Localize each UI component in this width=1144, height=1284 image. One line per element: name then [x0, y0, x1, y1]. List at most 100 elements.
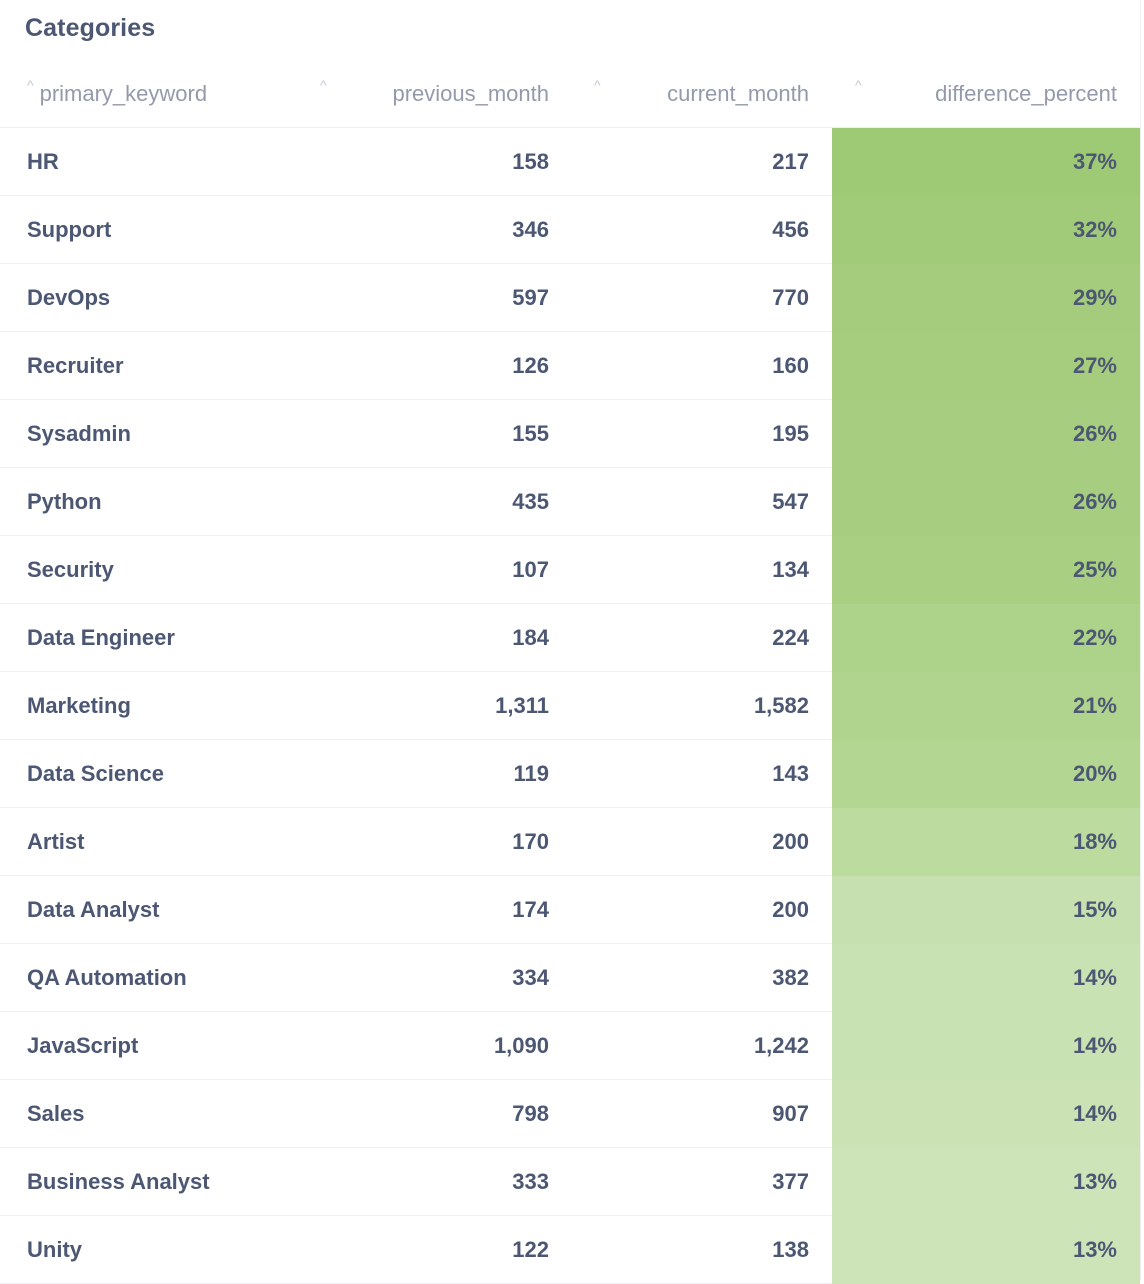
- difference-percent-cell: 20%: [832, 740, 1140, 808]
- caret-up-icon: ^: [855, 76, 862, 93]
- current-month-cell: 377: [772, 1168, 809, 1194]
- difference-percent-cell: 18%: [832, 808, 1140, 876]
- primary-keyword-cell: Python: [27, 488, 102, 514]
- table-row: Data Engineer 184 224 22%: [0, 604, 1140, 672]
- previous-month-cell: 334: [512, 964, 549, 990]
- table-row: Sales 798 907 14%: [0, 1080, 1140, 1148]
- table-row: Data Analyst 174 200 15%: [0, 876, 1140, 944]
- previous-month-cell: 158: [512, 148, 549, 174]
- previous-month-cell: 435: [512, 488, 549, 514]
- difference-percent-cell: 15%: [832, 876, 1140, 944]
- table-body: HR 158 217 37% Support 346 456 32% DevOp…: [0, 128, 1140, 1284]
- current-month-cell: 547: [772, 488, 809, 514]
- current-month-cell: 456: [772, 216, 809, 242]
- primary-keyword-cell: Unity: [27, 1236, 82, 1262]
- table-row: DevOps 597 770 29%: [0, 264, 1140, 332]
- card-title: Categories: [25, 14, 156, 42]
- primary-keyword-cell: Security: [27, 556, 114, 582]
- current-month-cell: 907: [772, 1100, 809, 1126]
- difference-percent-cell: 26%: [832, 400, 1140, 468]
- current-month-cell: 143: [772, 760, 809, 786]
- current-month-cell: 160: [772, 352, 809, 378]
- table-row: Python 435 547 26%: [0, 468, 1140, 536]
- previous-month-cell: 346: [512, 216, 549, 242]
- difference-percent-cell: 21%: [832, 672, 1140, 740]
- previous-month-cell: 174: [512, 896, 549, 922]
- difference-percent-cell: 22%: [832, 604, 1140, 672]
- primary-keyword-cell: Data Engineer: [27, 624, 175, 650]
- primary-keyword-cell: Support: [27, 216, 112, 242]
- table-row: Marketing 1,311 1,582 21%: [0, 672, 1140, 740]
- primary-keyword-cell: QA Automation: [27, 964, 187, 990]
- table-header-row: ^ primary_keyword ^ previous_month ^ cur…: [0, 60, 1140, 128]
- primary-keyword-cell: Business Analyst: [27, 1168, 210, 1194]
- caret-up-icon: ^: [594, 76, 601, 93]
- difference-percent-cell: 26%: [832, 468, 1140, 536]
- previous-month-cell: 122: [512, 1236, 549, 1262]
- table-row: Security 107 134 25%: [0, 536, 1140, 604]
- difference-percent-cell: 14%: [832, 1080, 1140, 1148]
- current-month-cell: 195: [772, 420, 809, 446]
- column-header-previous-month[interactable]: ^ previous_month: [320, 60, 549, 127]
- primary-keyword-cell: HR: [27, 148, 59, 174]
- primary-keyword-cell: JavaScript: [27, 1032, 139, 1058]
- primary-keyword-cell: Sales: [27, 1100, 85, 1126]
- table-row: Unity 122 138 13%: [0, 1216, 1140, 1284]
- table-row: Sysadmin 155 195 26%: [0, 400, 1140, 468]
- column-header-label: primary_keyword: [39, 80, 208, 106]
- current-month-cell: 134: [772, 556, 809, 582]
- table-row: Business Analyst 333 377 13%: [0, 1148, 1140, 1216]
- current-month-cell: 200: [772, 896, 809, 922]
- primary-keyword-cell: Data Analyst: [27, 896, 160, 922]
- previous-month-cell: 126: [512, 352, 549, 378]
- column-header-difference-percent[interactable]: ^ difference_percent: [855, 60, 1117, 127]
- table-row: HR 158 217 37%: [0, 128, 1140, 196]
- table-row: Support 346 456 32%: [0, 196, 1140, 264]
- primary-keyword-cell: Artist: [27, 828, 85, 854]
- previous-month-cell: 119: [513, 760, 550, 786]
- current-month-cell: 1,582: [753, 692, 809, 718]
- previous-month-cell: 184: [512, 624, 549, 650]
- primary-keyword-cell: Marketing: [27, 692, 131, 718]
- previous-month-cell: 1,311: [495, 692, 549, 718]
- current-month-cell: 224: [772, 624, 809, 650]
- primary-keyword-cell: Data Science: [27, 760, 164, 786]
- previous-month-cell: 333: [512, 1168, 549, 1194]
- primary-keyword-cell: Sysadmin: [27, 420, 131, 446]
- current-month-cell: 200: [772, 828, 809, 854]
- caret-up-icon: ^: [320, 76, 327, 93]
- difference-percent-cell: 14%: [832, 1012, 1140, 1080]
- previous-month-cell: 155: [512, 420, 549, 446]
- primary-keyword-cell: DevOps: [27, 284, 111, 310]
- difference-percent-cell: 37%: [832, 128, 1140, 196]
- difference-percent-cell: 13%: [832, 1148, 1140, 1216]
- current-month-cell: 1,242: [753, 1032, 809, 1058]
- previous-month-cell: 1,090: [493, 1032, 549, 1058]
- current-month-cell: 770: [772, 284, 809, 310]
- column-header-primary-keyword[interactable]: ^ primary_keyword: [27, 60, 207, 127]
- column-header-label: difference_percent: [935, 80, 1117, 106]
- difference-percent-cell: 29%: [832, 264, 1140, 332]
- difference-percent-cell: 14%: [832, 944, 1140, 1012]
- caret-up-icon: ^: [27, 76, 34, 93]
- column-header-label: previous_month: [392, 80, 549, 106]
- previous-month-cell: 107: [512, 556, 549, 582]
- current-month-cell: 382: [772, 964, 809, 990]
- data-table: ^ primary_keyword ^ previous_month ^ cur…: [0, 60, 1140, 1284]
- previous-month-cell: 798: [512, 1100, 549, 1126]
- table-row: QA Automation 334 382 14%: [0, 944, 1140, 1012]
- table-row: Recruiter 126 160 27%: [0, 332, 1140, 400]
- difference-percent-cell: 32%: [832, 196, 1140, 264]
- column-header-current-month[interactable]: ^ current_month: [594, 60, 809, 127]
- table-row: JavaScript 1,090 1,242 14%: [0, 1012, 1140, 1080]
- difference-percent-cell: 13%: [832, 1216, 1140, 1284]
- previous-month-cell: 597: [512, 284, 549, 310]
- current-month-cell: 138: [772, 1236, 809, 1262]
- difference-percent-cell: 25%: [832, 536, 1140, 604]
- previous-month-cell: 170: [512, 828, 549, 854]
- current-month-cell: 217: [772, 148, 809, 174]
- column-header-label: current_month: [667, 80, 809, 106]
- difference-percent-cell: 27%: [832, 332, 1140, 400]
- table-row: Data Science 119 143 20%: [0, 740, 1140, 808]
